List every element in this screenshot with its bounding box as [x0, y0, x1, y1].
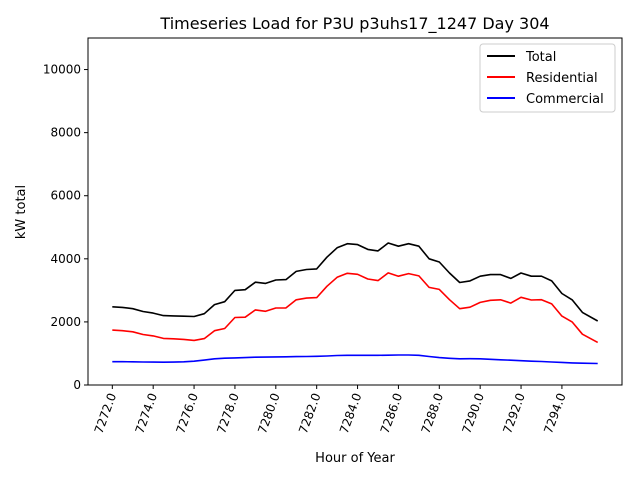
x-axis-label: Hour of Year	[315, 451, 395, 466]
x-tick-label: 7292.0	[500, 391, 528, 435]
legend-box	[479, 43, 616, 113]
y-tick-label: 8000	[50, 126, 81, 140]
x-tick-label: 7276.0	[173, 391, 201, 435]
x-tick-label: 7284.0	[337, 391, 365, 435]
x-tick-label: 7288.0	[419, 391, 447, 435]
plot-frame	[87, 37, 623, 386]
x-tick-label: 7286.0	[378, 391, 406, 435]
series-line-residential	[112, 272, 599, 344]
legend-label: Total	[525, 50, 556, 65]
x-tick-label: 7274.0	[132, 391, 160, 435]
y-tick-label: 6000	[50, 189, 81, 203]
y-tick-label: 2000	[50, 315, 81, 329]
y-tick-label: 4000	[50, 252, 81, 266]
chart-title: Timeseries Load for P3U p3uhs17_1247 Day…	[159, 14, 549, 34]
legend-label: Residential	[526, 71, 598, 86]
legend-label: Commercial	[526, 92, 604, 107]
x-tick-label: 7290.0	[459, 391, 487, 435]
series-line-total	[112, 242, 599, 322]
x-tick-label: 7272.0	[92, 391, 120, 435]
y-tick-label: 10000	[43, 63, 81, 77]
legend: Total Residential Commercial	[479, 43, 616, 113]
x-tick-label: 7294.0	[541, 391, 569, 435]
x-tick-label: 7278.0	[214, 391, 242, 435]
x-tick-label: 7282.0	[296, 391, 324, 435]
series-line-commercial	[112, 354, 598, 365]
y-tick-label: 0	[73, 378, 81, 392]
x-tick-label: 7280.0	[255, 391, 283, 435]
y-axis-label: kW total	[14, 185, 29, 239]
